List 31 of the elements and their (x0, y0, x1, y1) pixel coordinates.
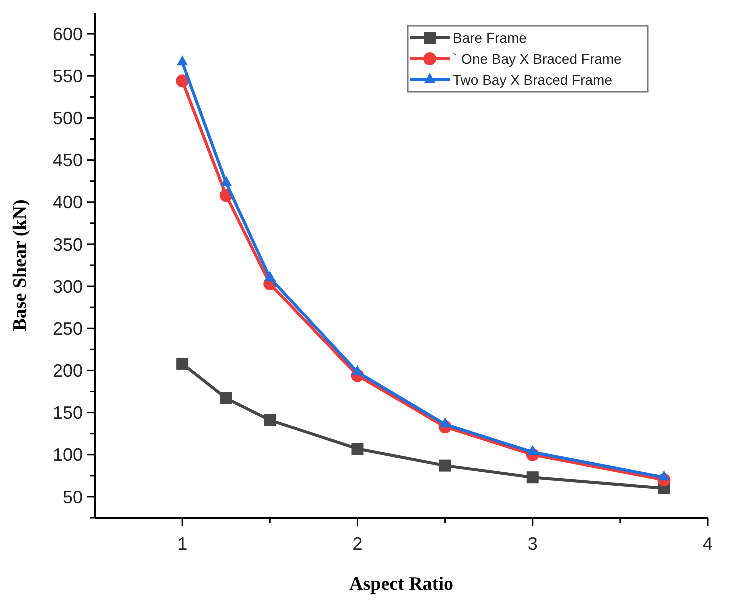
point (352, 442, 364, 455)
y-tick-label: 250 (52, 318, 83, 339)
y-tick-label: 500 (52, 108, 83, 129)
point (439, 460, 452, 472)
y-tick-label: 100 (52, 445, 83, 466)
x-axis-title: Aspect Ratio (350, 574, 454, 595)
point (176, 74, 190, 88)
legend-label: Bare Frame (453, 30, 528, 46)
point (526, 472, 539, 484)
y-tick-label: 450 (52, 150, 83, 171)
y-tick-label: 50 (62, 487, 83, 508)
point (264, 414, 276, 426)
x-tick-label: 4 (702, 534, 714, 554)
point (264, 271, 276, 282)
x-tick-label: 3 (528, 534, 538, 554)
y-tick-label: 150 (52, 403, 83, 424)
point (220, 176, 232, 186)
y-tick-label: 600 (52, 24, 83, 44)
y-axis-title: Base Shear (kN) (10, 200, 31, 332)
x-tick-label: 2 (352, 534, 363, 554)
y-tick-label: 400 (52, 192, 83, 213)
legend-label: ` One Bay X Braced Frame (453, 50, 622, 67)
y-tick-label: 550 (52, 66, 83, 86)
x-tick-label: 1 (178, 534, 188, 554)
point (176, 358, 189, 370)
y-tick-label: 200 (52, 361, 83, 382)
point (220, 392, 232, 404)
y-tick-label: 300 (52, 276, 83, 297)
legend-label: Two Bay X Braced Frame (453, 72, 613, 88)
point (177, 56, 188, 66)
y-tick-label: 350 (52, 234, 83, 255)
